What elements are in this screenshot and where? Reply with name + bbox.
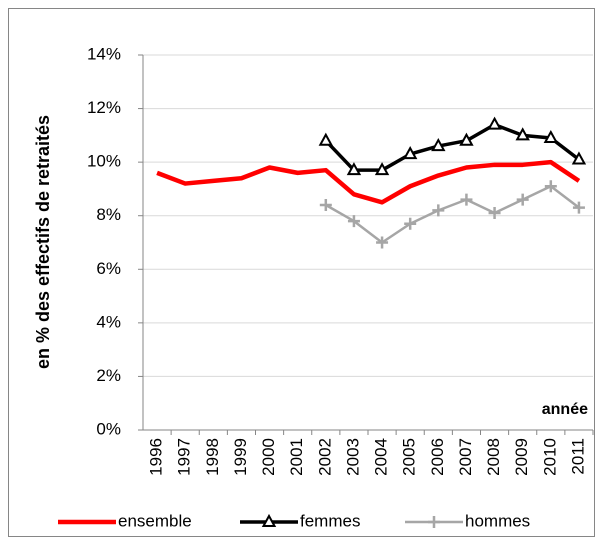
data-point (432, 204, 445, 217)
x-tick-label: 2004 (372, 438, 391, 476)
data-point (374, 162, 390, 176)
x-tick-label: 2011 (568, 438, 587, 475)
x-tick-label: 2010 (540, 438, 559, 476)
data-point (487, 116, 502, 130)
data-point (460, 193, 473, 206)
data-point (402, 146, 418, 160)
legend-marker (261, 513, 277, 527)
y-axis-label: en % des effectifs de retraités (33, 115, 53, 369)
legend-marker (428, 516, 440, 528)
data-point (347, 215, 360, 228)
x-tick-label: 2006 (428, 438, 447, 476)
series-line (324, 122, 580, 172)
y-tick-label: 4% (96, 312, 121, 331)
legend-label: ensemble (118, 511, 192, 530)
chart-frame (8, 8, 595, 537)
x-tick-label: 1998 (203, 438, 222, 476)
y-tick-label: 6% (96, 259, 121, 278)
data-point (431, 137, 446, 152)
data-point (572, 201, 585, 214)
data-point (459, 132, 474, 146)
y-tick-label: 12% (87, 98, 121, 117)
data-point (318, 132, 334, 146)
x-tick-label: 2008 (484, 438, 503, 476)
x-tick-label: 2003 (343, 438, 362, 476)
y-tick-label: 0% (96, 419, 121, 438)
series-line (156, 159, 581, 205)
x-tick-label: 1999 (231, 438, 250, 476)
x-tick-label: 2000 (259, 438, 278, 476)
data-point (488, 207, 501, 220)
y-tick-label: 10% (87, 152, 121, 171)
x-tick-label: 2002 (315, 438, 334, 476)
data-point (515, 127, 530, 141)
y-tick-label: 8% (96, 205, 121, 224)
data-point (571, 151, 587, 165)
legend-label: hommes (465, 511, 530, 530)
y-tick-label: 14% (87, 44, 121, 63)
legend-label: femmes (300, 511, 360, 530)
x-tick-label: 1997 (175, 438, 194, 476)
data-point (319, 199, 332, 211)
data-point (376, 236, 389, 249)
y-tick-label: 2% (96, 366, 121, 385)
data-point (543, 129, 559, 144)
x-tick-label: 2005 (400, 438, 419, 476)
data-point (404, 217, 417, 230)
x-annotation: année (542, 401, 588, 418)
x-tick-label: 2009 (512, 438, 531, 476)
data-point (346, 162, 362, 176)
data-point (516, 193, 529, 206)
series-line (325, 185, 580, 244)
x-tick-label: 2007 (456, 438, 475, 476)
x-tick-label: 2001 (287, 438, 306, 476)
data-point (544, 180, 557, 193)
x-tick-label: 1996 (147, 438, 166, 476)
